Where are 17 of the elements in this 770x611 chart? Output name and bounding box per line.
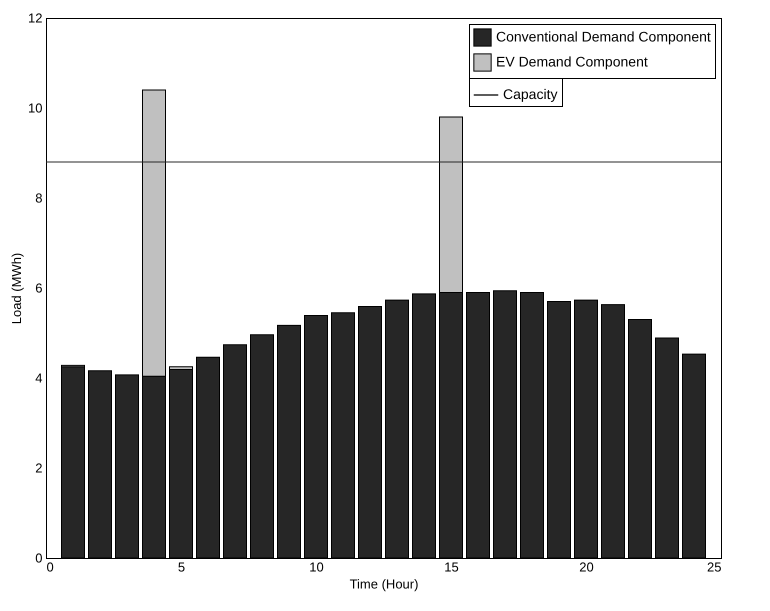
x-tick-label: 10 bbox=[309, 560, 324, 574]
x-tick-label: 25 bbox=[707, 560, 722, 574]
legend-label: Capacity bbox=[503, 86, 558, 102]
y-tick-label: 4 bbox=[35, 370, 42, 386]
y-tick-label: 6 bbox=[35, 280, 42, 296]
x-axis-title: Time (Hour) bbox=[350, 576, 418, 592]
x-tick-label: 0 bbox=[46, 560, 54, 574]
x-tick-label: 5 bbox=[178, 560, 186, 574]
x-tick-label: 20 bbox=[579, 560, 594, 574]
y-axis-title: Load (MWh) bbox=[9, 252, 24, 324]
legend-label: Conventional Demand Component bbox=[496, 28, 711, 44]
y-tick-label: 2 bbox=[35, 460, 42, 476]
legend-label: EV Demand Component bbox=[496, 54, 648, 70]
y-tick-label: 10 bbox=[28, 100, 42, 116]
x-tick-label: 15 bbox=[444, 560, 459, 574]
y-tick-label: 12 bbox=[28, 10, 42, 26]
y-tick-label: 8 bbox=[35, 190, 42, 206]
